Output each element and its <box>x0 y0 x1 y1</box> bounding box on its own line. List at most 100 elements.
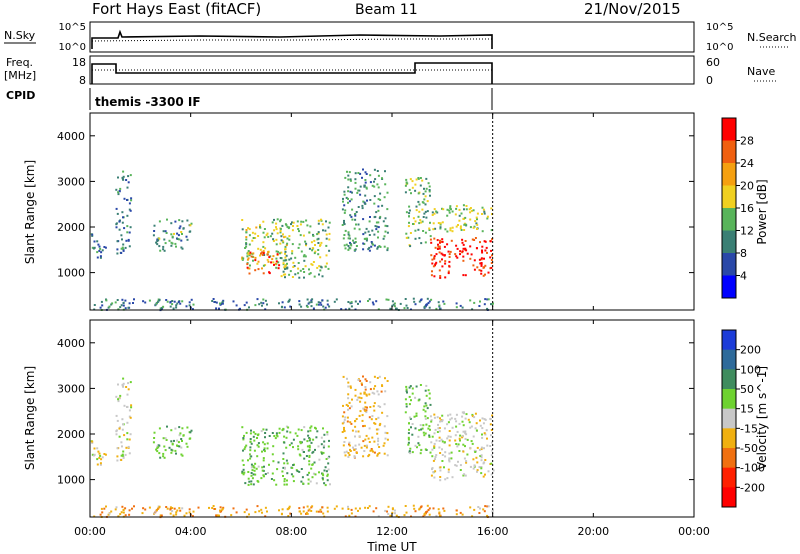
scatter-cell <box>455 420 458 423</box>
scatter-cell <box>316 266 319 269</box>
scatter-cell <box>469 245 472 248</box>
scatter-cell <box>242 257 245 260</box>
scatter-cell <box>186 445 189 448</box>
scatter-cell <box>302 506 305 509</box>
scatter-cell <box>350 215 353 218</box>
scatter-cell <box>464 216 467 219</box>
scatter-cell <box>282 241 285 244</box>
scatter-cell <box>368 249 371 252</box>
scatter-cell <box>443 254 446 257</box>
scatter-cell <box>178 445 181 448</box>
scatter-cell <box>307 302 310 305</box>
scatter-cell <box>426 417 429 420</box>
scatter-cell <box>463 208 465 211</box>
scatter-cell <box>185 305 188 308</box>
scatter-cell <box>418 210 421 213</box>
scatter-cell <box>360 382 363 385</box>
scatter-cell <box>308 449 311 451</box>
scatter-cell <box>490 229 493 232</box>
scatter-cell <box>142 300 145 303</box>
scatter-cell <box>327 456 330 459</box>
scatter-cell <box>377 308 380 311</box>
scatter-cell <box>375 507 378 510</box>
scatter-cell <box>247 471 250 473</box>
scatter-cell <box>300 480 303 483</box>
scatter-cell <box>175 513 178 516</box>
scatter-cell <box>297 228 300 230</box>
scatter-cell <box>479 455 482 457</box>
scatter-cell <box>253 449 256 452</box>
scatter-cell <box>96 447 99 450</box>
scatter-cell <box>305 512 307 515</box>
scatter-cell <box>162 455 165 458</box>
scatter-cell <box>358 396 361 399</box>
scatter-cell <box>361 204 364 207</box>
scatter-cell <box>427 302 430 304</box>
scatter-cell <box>481 427 484 430</box>
scatter-cell <box>181 220 184 223</box>
scatter-cell <box>263 450 266 453</box>
scatter-cell <box>467 418 470 421</box>
scatter-cell <box>420 428 423 431</box>
scatter-cell <box>365 239 368 242</box>
scatter-cell <box>469 218 472 221</box>
scatter-cell <box>254 259 257 262</box>
velocity-panel-frame <box>89 319 695 518</box>
scatter-cell <box>323 433 326 436</box>
scatter-cell <box>127 181 130 184</box>
scatter-cell <box>433 432 436 435</box>
scatter-cell <box>361 414 364 417</box>
scatter-cell <box>480 446 483 449</box>
scatter-cell <box>475 456 478 459</box>
scatter-cell <box>426 510 429 513</box>
scatter-cell <box>451 230 454 233</box>
scatter-cell <box>462 411 465 414</box>
scatter-cell <box>122 301 125 304</box>
scatter-cell <box>132 302 134 304</box>
scatter-cell <box>469 226 472 229</box>
scatter-cell <box>363 184 366 187</box>
scatter-cell <box>157 239 160 242</box>
scatter-cell <box>296 470 299 473</box>
scatter-cell <box>279 242 282 245</box>
scatter-cell <box>249 252 252 255</box>
scatter-cell <box>300 429 303 432</box>
scatter-cell <box>384 377 386 380</box>
scatter-cell <box>313 252 316 255</box>
scatter-cell <box>117 176 119 179</box>
scatter-cell <box>419 384 422 386</box>
scatter-cell <box>252 473 255 476</box>
scatter-cell <box>116 455 119 458</box>
scatter-cell <box>489 240 492 243</box>
scatter-cell <box>473 465 476 467</box>
scatter-cell <box>480 262 483 264</box>
power-colorbar-swatch <box>722 230 736 254</box>
scatter-cell <box>321 472 324 475</box>
scatter-cell <box>306 445 309 448</box>
scatter-cell <box>471 415 474 418</box>
scatter-cell <box>261 450 263 453</box>
scatter-cell <box>449 418 452 421</box>
scatter-cell <box>258 510 261 513</box>
scatter-cell <box>352 239 354 242</box>
scatter-cell <box>463 223 466 226</box>
scatter-cell <box>412 217 415 220</box>
scatter-cell <box>114 301 117 304</box>
scatter-cell <box>405 388 408 391</box>
scatter-cell <box>343 411 346 414</box>
scatter-cell <box>418 444 421 447</box>
scatter-cell <box>347 408 349 411</box>
freq-ytick-top-right: 60 <box>706 56 720 69</box>
scatter-cell <box>386 247 389 250</box>
scatter-cell <box>426 297 429 300</box>
scatter-cell <box>264 264 267 267</box>
scatter-cell <box>423 212 426 215</box>
scatter-cell <box>455 413 458 416</box>
scatter-cell <box>354 448 357 450</box>
scatter-cell <box>99 247 102 250</box>
scatter-cell <box>354 248 357 251</box>
scatter-cell <box>312 234 315 237</box>
scatter-cell <box>221 507 224 510</box>
